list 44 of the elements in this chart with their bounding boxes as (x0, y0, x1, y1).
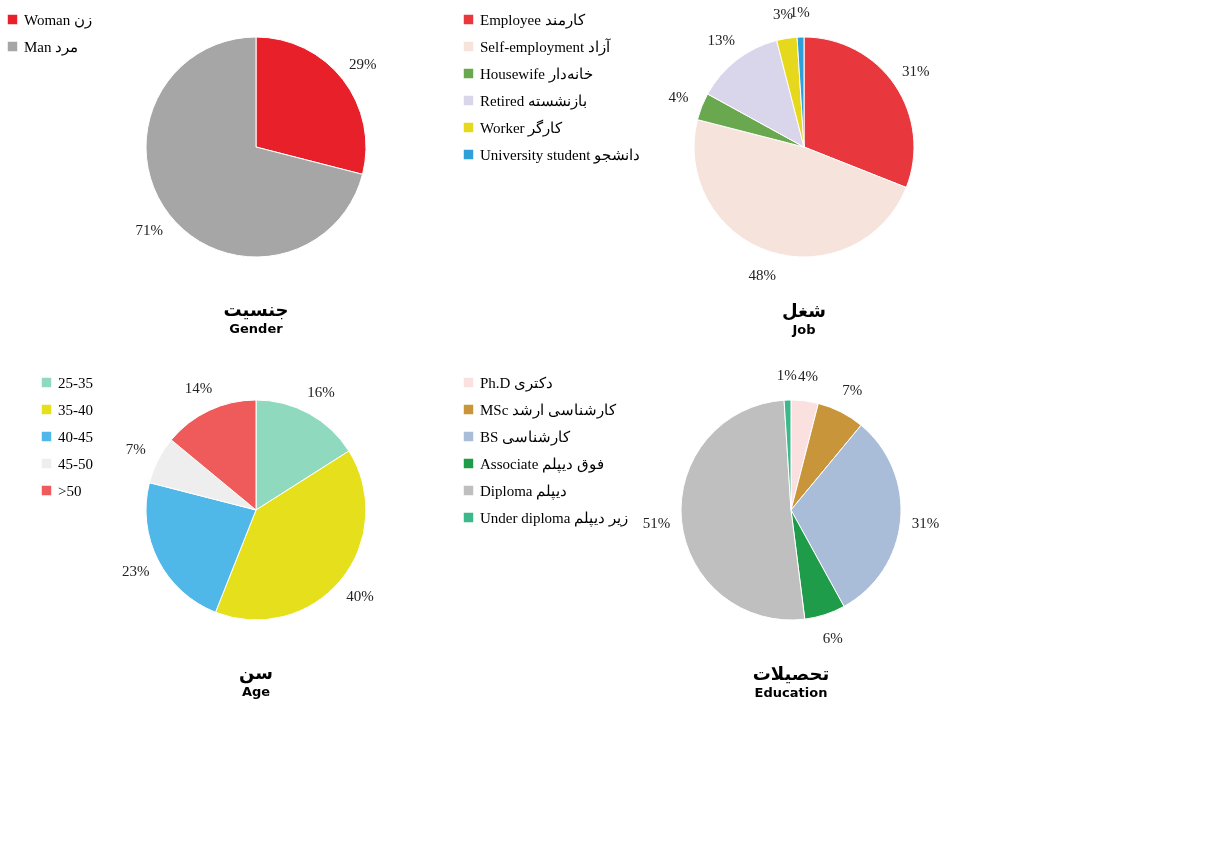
legend-label: Man مرد (24, 38, 79, 56)
legend-label: Ph.D دکتری (480, 374, 554, 392)
legend-label: 25-35 (58, 374, 93, 391)
legend-label: University student دانشجو (480, 146, 641, 164)
data-label: 14% (184, 379, 213, 396)
legend-label: Self-employment آزاد (480, 37, 611, 56)
data-label: 31% (911, 514, 940, 531)
data-label: 31% (901, 63, 930, 80)
data-label: 51% (642, 514, 671, 531)
data-label: 29% (348, 56, 377, 73)
legend-label: Worker کارگر (480, 118, 564, 137)
text: تحصیلات (752, 663, 830, 685)
data-label: 71% (135, 221, 164, 238)
legend-label: MSc کارشناسی ارشد (480, 401, 617, 419)
data-label: 48% (748, 267, 777, 284)
text: Job (791, 322, 816, 338)
data-label: 1% (776, 367, 797, 384)
text: Gender (229, 321, 284, 336)
text: Education (754, 685, 828, 701)
data-label: 7% (125, 440, 146, 457)
legend-label: 35-40 (58, 401, 93, 418)
legend-label: Under diploma زیر دیپلم (480, 509, 628, 527)
data-label: 6% (822, 630, 843, 647)
data-label: 23% (121, 563, 150, 580)
legend-label: Woman زن (24, 11, 93, 29)
legend-label: Retired بازنشسته (480, 92, 587, 110)
legend-label: Employee کارمند (480, 11, 586, 29)
data-label: 16% (307, 383, 335, 400)
data-label: 4% (668, 89, 689, 106)
data-label: 7% (842, 381, 863, 398)
legend-label: 45-50 (58, 455, 93, 472)
text: سن (239, 662, 273, 684)
legend-label: Housewife خانه‌دار (480, 65, 593, 83)
legend-label: >50 (58, 482, 82, 499)
text: جنسیت (223, 299, 289, 320)
legend-label: BS کارشناسی (480, 428, 572, 446)
legend-label: Associate فوق دیپلم (480, 455, 604, 473)
data-label: 13% (707, 32, 736, 49)
text: Age (241, 684, 271, 699)
data-label: 4% (797, 368, 818, 385)
legend-label: 40-45 (58, 428, 93, 445)
text: شغل (782, 300, 826, 322)
legend-label: Diploma دیپلم (480, 482, 568, 500)
data-label: 40% (346, 588, 374, 605)
